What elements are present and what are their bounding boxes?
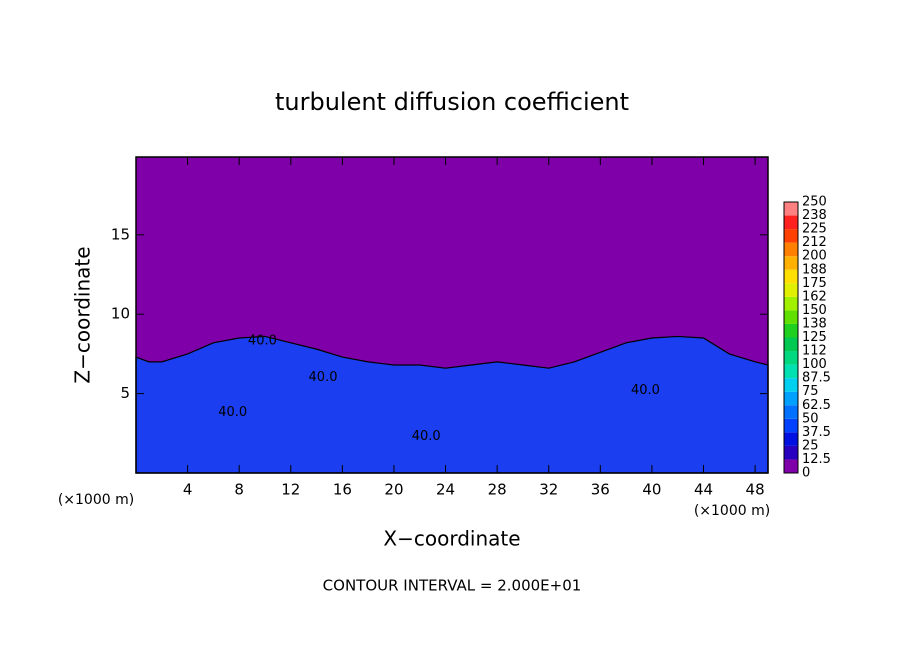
y-tick-label: 15	[111, 225, 130, 243]
contour-label: 40.0	[412, 429, 441, 444]
contour-label: 40.0	[248, 334, 277, 349]
colorbar-swatch	[784, 364, 798, 379]
colorbar-label: 238	[802, 208, 827, 223]
colorbar-label: 188	[802, 262, 827, 277]
colorbar-label: 50	[802, 411, 819, 426]
colorbar-swatch	[784, 418, 798, 433]
colorbar-swatch	[784, 459, 798, 473]
colorbar-label: 62.5	[802, 398, 831, 413]
plot-frame	[135, 156, 769, 474]
colorbar-swatch	[784, 229, 798, 243]
colorbar-label: 200	[802, 249, 827, 264]
x-tick-label: 32	[539, 481, 558, 499]
colorbar-swatch	[784, 445, 798, 460]
y-tick-label: 10	[111, 305, 130, 323]
colorbar-swatch	[784, 351, 798, 365]
colorbar-swatch	[784, 310, 798, 324]
colorbar-label: 0	[802, 466, 810, 481]
x-tick-label: 28	[488, 481, 507, 499]
chart-title: turbulent diffusion coefficient	[275, 88, 629, 116]
x-tick-label: 20	[384, 481, 403, 499]
colorbar-frame	[783, 201, 799, 474]
colorbar-swatch	[784, 256, 798, 270]
colorbar-label: 100	[802, 357, 827, 372]
colorbar-swatch	[784, 323, 798, 338]
colorbar-swatch	[784, 296, 798, 311]
contour-label: 40.0	[631, 383, 660, 398]
colorbar-label: 87.5	[802, 371, 831, 386]
colorbar-label: 250	[802, 195, 827, 210]
x-tick-label: 40	[642, 481, 661, 499]
colorbar-swatch	[784, 337, 798, 352]
colorbar-label: 150	[802, 303, 827, 318]
y-axis-label: Z−coordinate	[71, 246, 95, 383]
colorbar-swatch	[784, 269, 798, 284]
x-tick-label: 24	[436, 481, 455, 499]
turbulent-field	[135, 335, 769, 474]
colorbar-swatch	[784, 283, 798, 297]
footnote: CONTOUR INTERVAL = 2.000E+01	[323, 577, 582, 595]
y-tick-label: 5	[120, 384, 130, 402]
colorbar-swatch	[784, 378, 798, 392]
colorbar-label: 212	[802, 235, 827, 250]
colorbar-swatch	[784, 215, 798, 230]
colorbar-label: 75	[802, 384, 819, 399]
colorbar-label: 225	[802, 222, 827, 237]
x-tick-label: 48	[746, 481, 765, 499]
colorbar-label: 125	[802, 330, 827, 345]
x-tick-label: 8	[234, 481, 244, 499]
contour-label: 40.0	[309, 370, 338, 385]
x-unit-label: (×1000 m)	[694, 503, 770, 519]
x-tick-label: 44	[694, 481, 713, 499]
colorbar-label: 175	[802, 276, 827, 291]
colorbar-swatch	[784, 432, 798, 446]
x-tick-label: 36	[591, 481, 610, 499]
colorbar-label: 138	[802, 316, 827, 331]
colorbar-label: 112	[802, 344, 827, 359]
x-axis-label: X−coordinate	[383, 527, 520, 551]
x-tick-label: 4	[183, 481, 193, 499]
colorbar-swatch	[784, 391, 798, 406]
colorbar-label: 12.5	[802, 452, 831, 467]
x-tick-label: 12	[281, 481, 300, 499]
colorbar-label: 162	[802, 289, 827, 304]
x-unit-label: (×1000 m)	[58, 492, 134, 508]
colorbar-swatch	[784, 242, 798, 257]
colorbar-swatch	[784, 405, 798, 419]
colorbar-label: 37.5	[802, 425, 831, 440]
x-tick-label: 16	[333, 481, 352, 499]
contour-label: 40.0	[218, 405, 247, 420]
colorbar-swatch	[784, 202, 798, 216]
colorbar-label: 25	[802, 438, 819, 453]
